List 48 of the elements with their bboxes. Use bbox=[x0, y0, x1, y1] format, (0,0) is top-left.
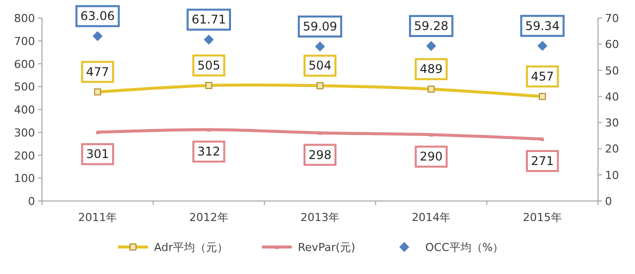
y2-tick-label: 30 bbox=[605, 116, 619, 130]
data-label: 505 bbox=[197, 58, 220, 72]
data-label: 63.06 bbox=[80, 9, 115, 24]
data-label: 477 bbox=[86, 64, 110, 79]
y-tick-label: 600 bbox=[14, 58, 35, 71]
point bbox=[92, 31, 103, 42]
y-tick-label: 100 bbox=[14, 172, 35, 186]
data-label: 312 bbox=[197, 144, 220, 159]
x-tick-label: 2014年 bbox=[412, 211, 451, 224]
y2-tick-label: 20 bbox=[605, 142, 619, 156]
data-label: 61.71 bbox=[192, 12, 226, 27]
legend-label: Adr平均（元） bbox=[154, 241, 228, 254]
data-label: 59.09 bbox=[302, 20, 338, 34]
y-tick-label: 700 bbox=[14, 34, 35, 48]
point bbox=[315, 42, 325, 52]
data-label: 504 bbox=[308, 58, 332, 73]
y-tick-label: 500 bbox=[14, 80, 35, 94]
line-series bbox=[96, 128, 544, 142]
y-tick-label: 300 bbox=[14, 126, 35, 140]
data-label: 301 bbox=[86, 147, 110, 162]
data-label: 489 bbox=[420, 62, 443, 76]
x-tick-label: 2013年 bbox=[300, 211, 340, 224]
y2-tick-label: 0 bbox=[605, 195, 612, 208]
data-label: 59.28 bbox=[414, 19, 448, 34]
y-tick-label: 400 bbox=[14, 104, 35, 116]
data-label: 59.34 bbox=[525, 18, 560, 33]
y-tick-label: 800 bbox=[14, 12, 35, 25]
point bbox=[537, 40, 548, 51]
y2-tick-label: 50 bbox=[605, 64, 619, 78]
x-tick-label: 2012年 bbox=[189, 211, 228, 224]
data-label: 457 bbox=[530, 69, 554, 84]
point bbox=[206, 128, 211, 132]
data-label: 271 bbox=[530, 154, 554, 168]
y2-tick-label: 40 bbox=[605, 90, 619, 104]
y2-tick-label: 10 bbox=[605, 168, 619, 182]
point bbox=[540, 137, 544, 142]
x-tick-label: 2015年 bbox=[522, 211, 562, 224]
legend-label: OCC平均（%） bbox=[425, 241, 504, 254]
x-tick-label: 2011年 bbox=[78, 211, 118, 224]
data-label: 298 bbox=[308, 148, 332, 162]
point bbox=[426, 41, 436, 52]
y-tick-label: 0 bbox=[28, 195, 35, 208]
y2-tick-label: 70 bbox=[605, 12, 619, 25]
y-tick-label: 200 bbox=[14, 149, 35, 162]
y2-tick-label: 60 bbox=[605, 38, 619, 52]
legend-label: RevPar(元) bbox=[298, 241, 356, 254]
data-label: 290 bbox=[420, 150, 443, 164]
point bbox=[204, 34, 214, 45]
